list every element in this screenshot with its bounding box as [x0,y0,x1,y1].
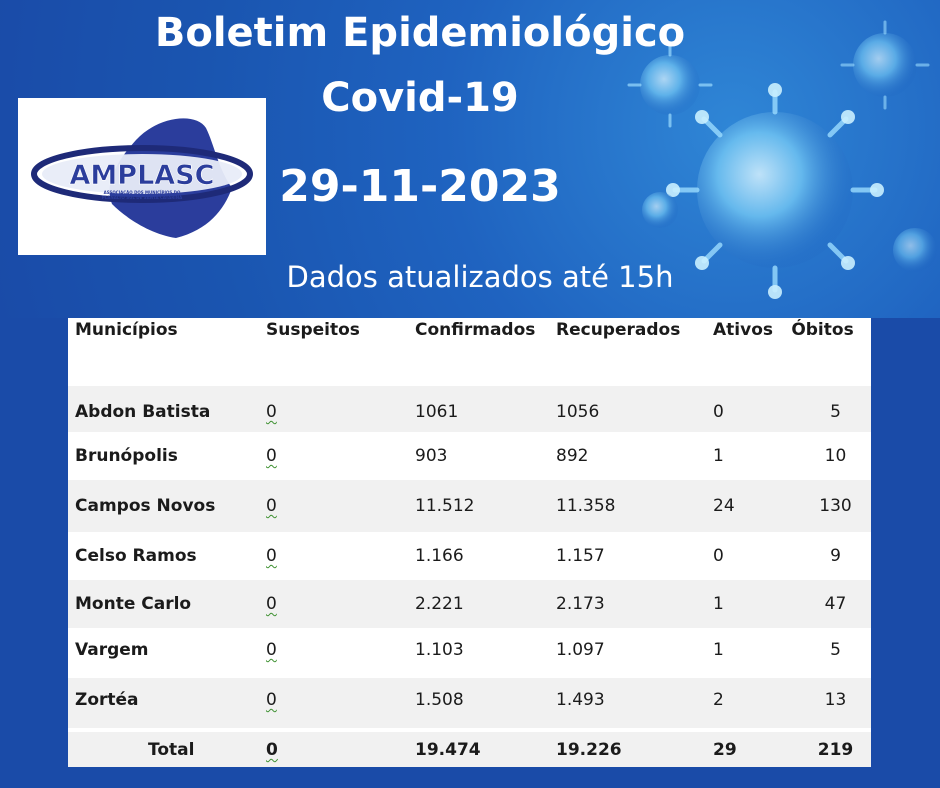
obitos-value: 9 [830,546,841,566]
amplasc-logo: AMPLASC ASSOCIAÇÃO DOS MUNICÍPIOS DO PLA… [18,98,266,255]
table-row: Abdon Batista 0 1061 1056 0 5 [68,386,871,432]
total-confirmados-value: 19.474 [415,740,481,760]
municipio-name: Monte Carlo [75,594,192,614]
header-banner: Boletim Epidemiológico Covid-19 29-11-20… [0,0,940,318]
header-municipios: Municípios [75,320,178,340]
total-obitos-value: 219 [817,740,854,760]
virus-small-icon-1 [627,42,713,128]
obitos-value: 5 [830,640,841,660]
virus-large-icon [666,83,884,299]
obitos-value: 130 [819,496,852,516]
table-row: Brunópolis 0 903 892 1 10 [68,432,871,480]
table-row: Campos Novos 0 11.512 11.358 24 130 [68,480,871,532]
obitos-value: 5 [830,402,841,422]
confirmados-value: 1061 [415,402,459,422]
recuperados-value: 11.358 [556,496,616,516]
virus-small-icon-3 [642,192,678,228]
logo-wordmark: AMPLASC [70,160,215,191]
bulletin-subtitle-covid: Covid-19 [321,75,519,121]
ativos-value: 0 [713,402,724,422]
table-total-row: Total 0 19.474 19.226 29 219 [68,732,871,767]
recuperados-value: 892 [556,446,589,466]
confirmados-value: 1.103 [415,640,464,660]
table-row: Celso Ramos 0 1.166 1.157 0 9 [68,532,871,580]
header-recuperados: Recuperados [556,320,681,340]
suspeitos-value: 0 [266,594,277,614]
suspeitos-value: 0 [266,402,277,422]
table-row: Zortéa 0 1.508 1.493 2 13 [68,678,871,728]
recuperados-value: 2.173 [556,594,605,614]
suspeitos-value: 0 [266,690,277,710]
bulletin-title: Boletim Epidemiológico [154,10,686,56]
update-time-note: Dados atualizados até 15h [286,260,674,294]
obitos-value: 13 [824,690,847,710]
logo-subtext-line2: PLANALTO SUL DE SANTA CATARINA [102,195,183,200]
ativos-value: 0 [713,546,724,566]
recuperados-value: 1.097 [556,640,605,660]
header-ativos: Ativos [713,320,773,340]
obitos-value: 10 [824,446,847,466]
confirmados-value: 903 [415,446,448,466]
confirmados-value: 1.166 [415,546,464,566]
suspeitos-value: 0 [266,496,277,516]
covid-data-table: Municípios Suspeitos Confirmados Recuper… [68,318,871,767]
coronavirus-illustration [627,20,937,299]
municipio-name: Vargem [75,640,149,660]
confirmados-value: 1.508 [415,690,464,710]
total-ativos-value: 29 [713,740,737,760]
recuperados-value: 1.157 [556,546,605,566]
obitos-value: 47 [824,594,847,614]
table-row: Monte Carlo 0 2.221 2.173 1 47 [68,580,871,628]
ativos-value: 1 [713,640,724,660]
municipio-name: Brunópolis [75,446,178,466]
total-municipio-name: Total [148,740,195,760]
ativos-value: 1 [713,446,724,466]
table-header-row: Municípios Suspeitos Confirmados Recuper… [68,318,871,386]
municipio-name: Abdon Batista [75,402,211,422]
confirmados-value: 11.512 [415,496,475,516]
recuperados-value: 1056 [556,402,600,422]
table-row: Vargem 0 1.103 1.097 1 5 [68,628,871,678]
confirmados-value: 2.221 [415,594,464,614]
suspeitos-value: 0 [266,446,277,466]
municipio-name: Zortéa [75,690,139,710]
ativos-value: 2 [713,690,724,710]
ativos-value: 24 [713,496,735,516]
virus-small-icon-4 [893,228,937,272]
suspeitos-value: 0 [266,546,277,566]
bulletin-date: 29-11-2023 [279,161,561,212]
total-suspeitos-value: 0 [266,740,278,760]
header-obitos: Óbitos [791,320,854,340]
suspeitos-value: 0 [266,640,277,660]
recuperados-value: 1.493 [556,690,605,710]
header-suspeitos: Suspeitos [266,320,360,340]
municipio-name: Celso Ramos [75,546,197,566]
ativos-value: 1 [713,594,724,614]
header-confirmados: Confirmados [415,320,536,340]
logo-subtext-line1: ASSOCIAÇÃO DOS MUNICÍPIOS DO [104,190,181,195]
total-recuperados-value: 19.226 [556,740,622,760]
municipio-name: Campos Novos [75,496,216,516]
virus-small-icon-2 [840,20,930,110]
